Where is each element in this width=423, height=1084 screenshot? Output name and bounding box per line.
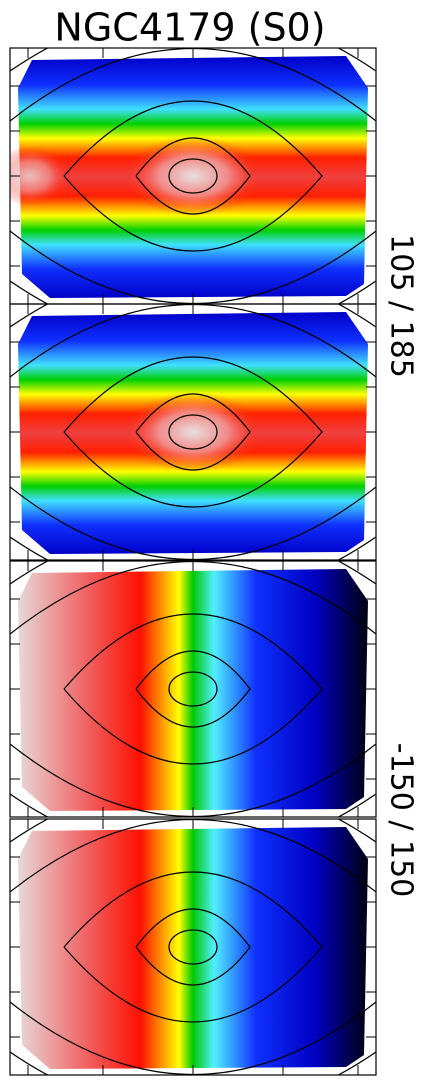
map-core <box>10 146 70 206</box>
contour <box>168 929 218 965</box>
map-core <box>123 392 263 472</box>
contour <box>168 671 218 707</box>
map-core <box>123 136 263 216</box>
contour <box>63 871 323 1023</box>
map-panel <box>10 304 376 560</box>
contour <box>168 158 218 194</box>
contour <box>135 393 251 471</box>
contour <box>168 414 218 450</box>
range-label: 105 / 185 <box>384 234 419 378</box>
map-fill <box>18 827 368 1069</box>
contour <box>135 650 251 728</box>
map-fill <box>18 569 368 811</box>
map-panel <box>10 561 376 817</box>
map-panel <box>10 48 376 304</box>
contour <box>135 908 251 986</box>
figure-title: NGC4179 (S0) <box>54 6 325 50</box>
contour <box>135 137 251 215</box>
range-label: -150 / 150 <box>384 743 419 898</box>
contour <box>63 613 323 765</box>
contour <box>63 100 323 252</box>
contour <box>63 356 323 508</box>
